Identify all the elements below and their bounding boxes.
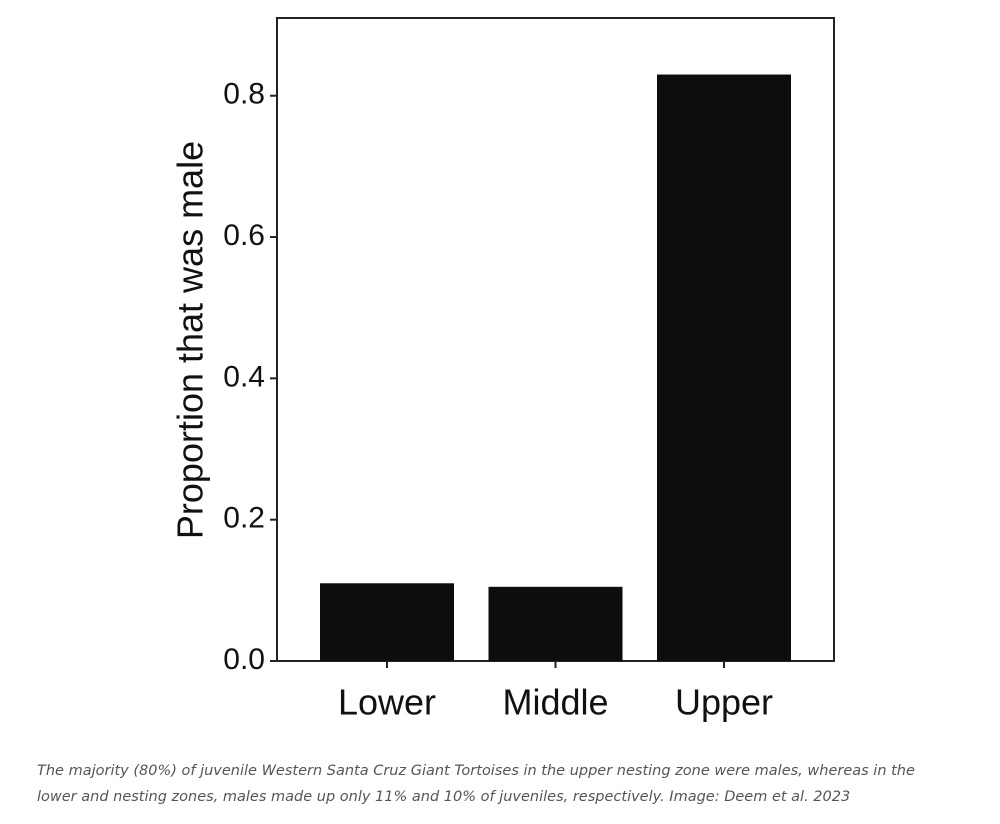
x-tick-label: Lower [338, 682, 436, 723]
y-tick-label: 0.8 [223, 78, 265, 111]
y-tick-label: 0.2 [223, 502, 265, 535]
y-tick-label: 0.0 [223, 643, 265, 676]
y-axis-label: Proportion that was male [170, 141, 211, 539]
bar [488, 586, 623, 661]
x-tick-label: Middle [502, 682, 608, 723]
bar [320, 583, 454, 661]
caption: The majority (80%) of juvenile Western S… [37, 763, 915, 805]
bar [657, 74, 791, 662]
x-tick-label: Upper [675, 682, 773, 723]
chart: Proportion that was male 0.0 0.2 0.4 0.6 0.8… [170, 17, 835, 723]
y-tick-label: 0.4 [223, 360, 265, 393]
y-tick-label: 0.6 [223, 219, 265, 252]
